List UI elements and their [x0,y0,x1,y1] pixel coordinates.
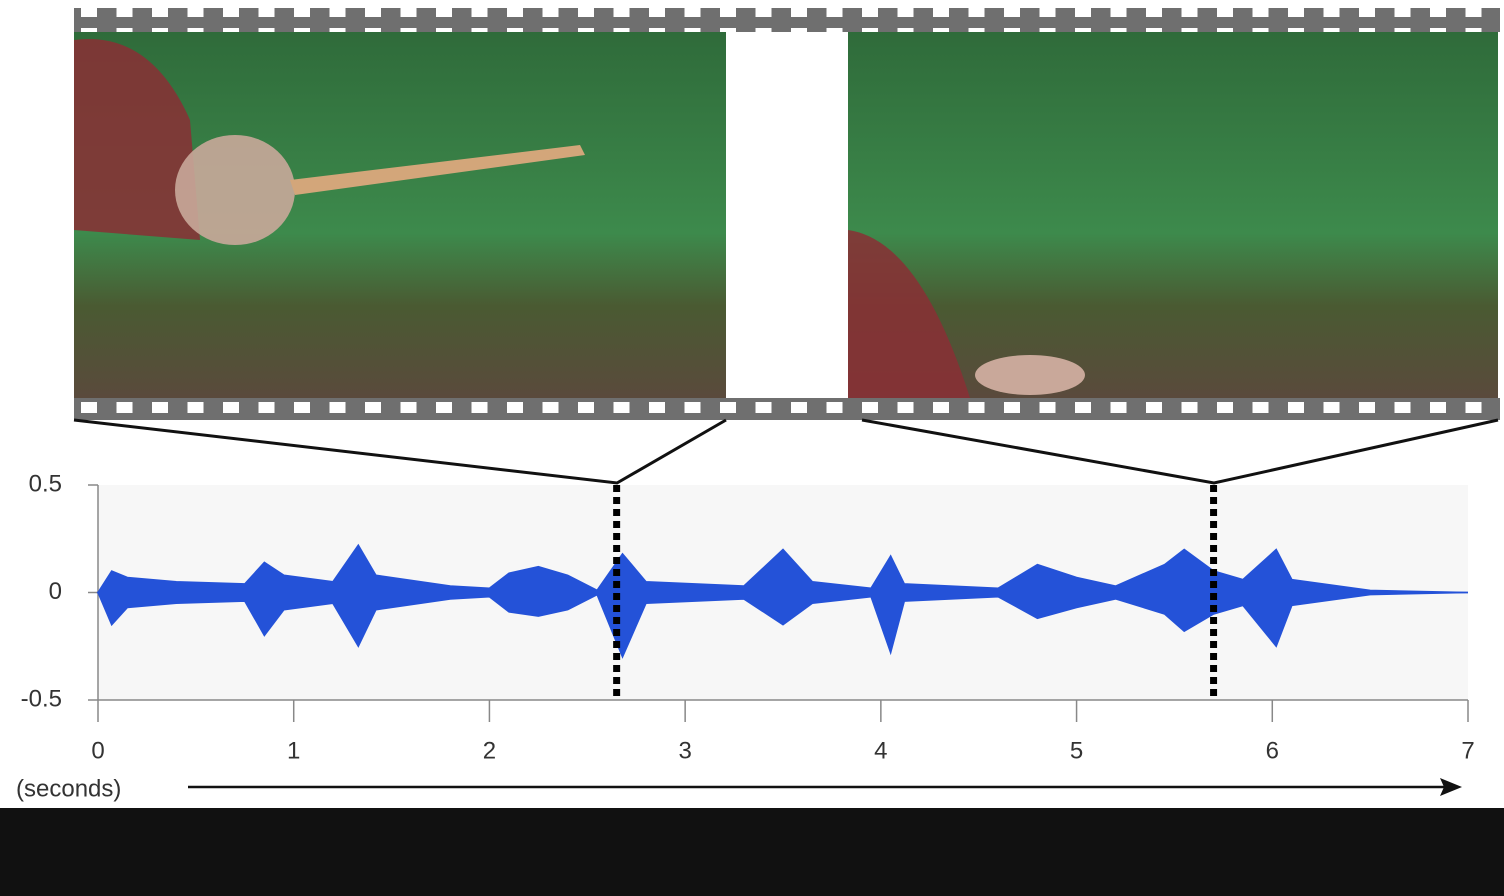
time-arrow [188,778,1462,796]
x-tick-label: 0 [91,737,104,764]
x-tick-label: 5 [1070,737,1083,764]
y-tick-label: 0.5 [29,470,62,497]
x-tick-label: 1 [287,737,300,764]
x-tick-label: 4 [874,737,887,764]
y-tick-label: -0.5 [21,685,62,712]
figure: 0.5 0 -0.5 0 1 2 3 4 5 6 7 (seconds) [0,0,1504,896]
y-tick-label: 0 [49,578,62,605]
film-strip [74,8,1500,420]
x-axis-label: (seconds) [16,775,121,802]
black-bar [0,808,1504,896]
x-tick-label: 2 [483,737,496,764]
x-tick-label: 7 [1461,737,1474,764]
x-tick-label: 6 [1266,737,1279,764]
connectors [74,420,1498,483]
x-tick-label: 3 [678,737,691,764]
